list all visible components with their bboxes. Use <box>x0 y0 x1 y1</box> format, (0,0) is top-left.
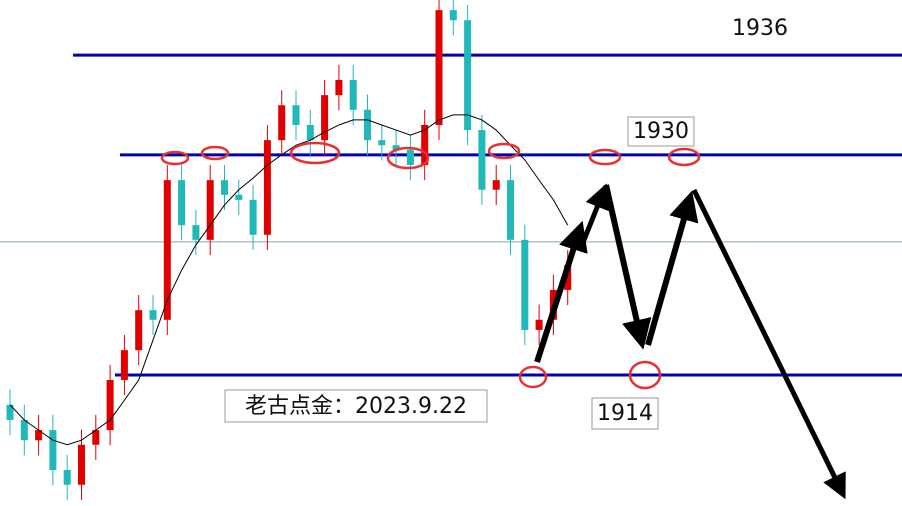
marker-circle <box>200 145 230 161</box>
level-label: 1914 <box>597 401 653 426</box>
marker-circle <box>289 141 341 165</box>
candle-body <box>278 105 286 141</box>
candle-body <box>421 124 429 165</box>
arrows <box>534 183 846 500</box>
candle-body <box>507 180 514 240</box>
candle-body <box>321 95 329 141</box>
marker-circle <box>487 142 521 160</box>
candle-body <box>564 265 572 290</box>
candle-body <box>178 180 186 226</box>
candle-body <box>163 180 171 320</box>
candle-body <box>492 180 500 190</box>
candle-body <box>249 199 257 235</box>
candle-body <box>263 140 271 235</box>
candle-body <box>235 194 243 200</box>
level-label: 1936 <box>732 16 788 41</box>
arrow <box>691 188 846 500</box>
candle-body <box>449 10 457 21</box>
candle-body <box>35 430 43 441</box>
candle-body <box>192 225 200 240</box>
candle-body <box>435 10 443 125</box>
candle-body <box>364 109 371 141</box>
candle-body <box>392 145 400 150</box>
level-label: 1930 <box>633 119 689 144</box>
arrow <box>603 184 652 350</box>
candle-body <box>464 20 472 131</box>
candle-body <box>306 124 314 141</box>
candle-body <box>221 180 228 195</box>
candle-body <box>349 79 357 110</box>
candle-body <box>20 419 28 441</box>
candle-body <box>106 380 114 431</box>
annotation: 老古点金：2023.9.22 <box>245 394 467 419</box>
label-box <box>627 116 695 147</box>
candle-body <box>206 180 214 240</box>
moving-average <box>9 114 569 446</box>
marker-circle <box>588 148 622 166</box>
arrow <box>577 183 609 251</box>
candle-body <box>521 239 529 330</box>
candle-body <box>6 404 14 420</box>
candle-body <box>120 350 128 381</box>
arrow <box>645 190 699 346</box>
marker-circle <box>667 147 701 167</box>
marker-circle <box>160 150 190 166</box>
candle-body <box>406 149 414 165</box>
candle-body <box>63 470 71 485</box>
candle-body <box>149 310 157 320</box>
circles <box>160 141 701 390</box>
label-box <box>591 397 659 430</box>
candle-body <box>135 310 143 351</box>
candle-body <box>535 319 543 330</box>
candle-body <box>78 444 85 485</box>
arrow <box>534 220 588 363</box>
marker-circle <box>628 360 662 390</box>
candle-body <box>92 430 100 445</box>
label-box <box>224 389 488 423</box>
marker-circle <box>386 146 430 170</box>
candle-body <box>292 105 300 125</box>
marker-circle <box>518 365 548 389</box>
candle-body <box>478 130 486 190</box>
candle-body <box>335 79 343 96</box>
candle-body <box>49 430 57 471</box>
candle-body <box>378 140 386 146</box>
